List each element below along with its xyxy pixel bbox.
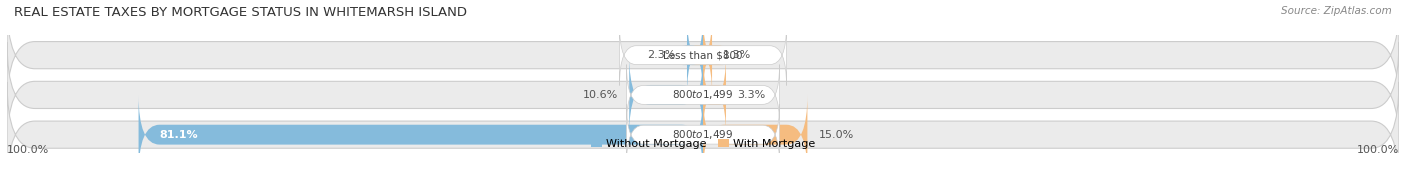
Text: 15.0%: 15.0%: [818, 130, 853, 140]
FancyBboxPatch shape: [627, 104, 779, 165]
FancyBboxPatch shape: [692, 15, 724, 95]
FancyBboxPatch shape: [7, 42, 1399, 148]
Text: 2.3%: 2.3%: [648, 50, 676, 60]
Text: 100.0%: 100.0%: [7, 145, 49, 155]
Legend: Without Mortgage, With Mortgage: Without Mortgage, With Mortgage: [586, 134, 820, 153]
FancyBboxPatch shape: [627, 65, 779, 125]
FancyBboxPatch shape: [139, 95, 703, 174]
Text: 3.3%: 3.3%: [737, 90, 765, 100]
Text: 10.6%: 10.6%: [583, 90, 619, 100]
FancyBboxPatch shape: [703, 55, 725, 135]
FancyBboxPatch shape: [682, 15, 707, 95]
Text: 100.0%: 100.0%: [1357, 145, 1399, 155]
Text: $800 to $1,499: $800 to $1,499: [672, 128, 734, 141]
FancyBboxPatch shape: [7, 82, 1399, 187]
FancyBboxPatch shape: [620, 25, 786, 85]
Text: Less than $800: Less than $800: [664, 50, 742, 60]
Text: 81.1%: 81.1%: [159, 130, 198, 140]
FancyBboxPatch shape: [703, 95, 807, 174]
Text: 1.3%: 1.3%: [723, 50, 751, 60]
Text: Source: ZipAtlas.com: Source: ZipAtlas.com: [1281, 6, 1392, 16]
Text: $800 to $1,499: $800 to $1,499: [672, 88, 734, 101]
FancyBboxPatch shape: [7, 3, 1399, 108]
FancyBboxPatch shape: [630, 55, 703, 135]
Text: REAL ESTATE TAXES BY MORTGAGE STATUS IN WHITEMARSH ISLAND: REAL ESTATE TAXES BY MORTGAGE STATUS IN …: [14, 6, 467, 19]
